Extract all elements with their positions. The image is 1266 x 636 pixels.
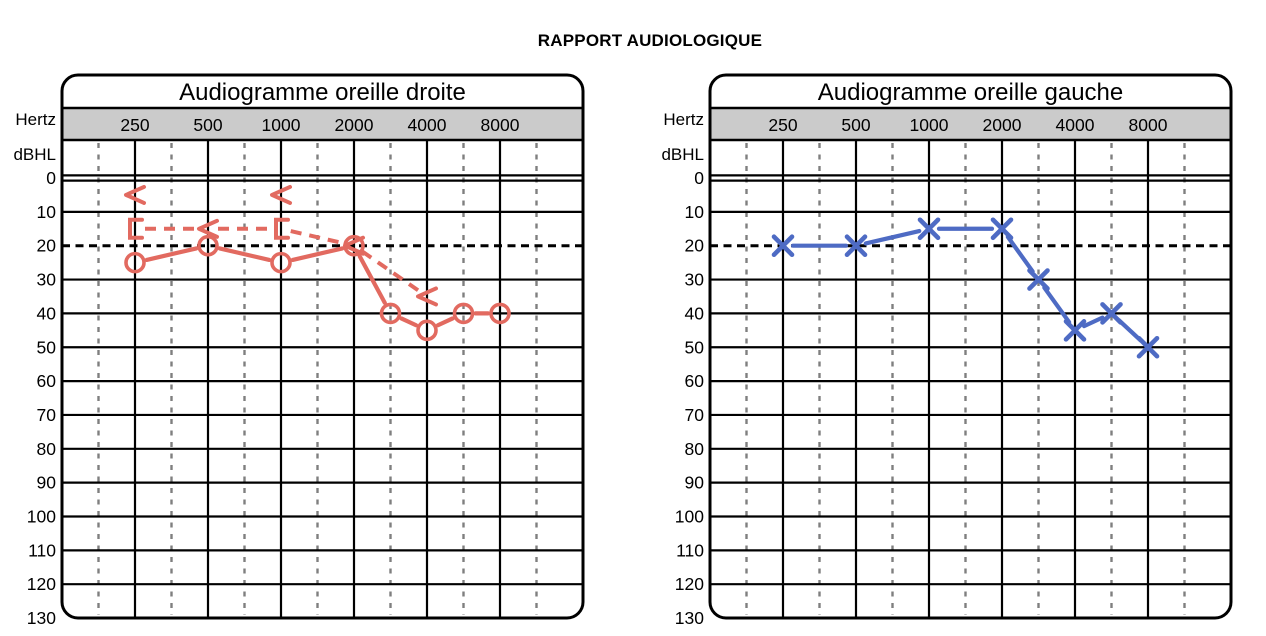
chevron-left-marker xyxy=(197,218,219,239)
db-tick-label: 110 xyxy=(28,540,56,560)
db-tick-label: 50 xyxy=(685,337,705,357)
circle-marker xyxy=(197,234,219,257)
db-tick-label: 80 xyxy=(685,439,705,459)
db-tick-label: 0 xyxy=(46,168,56,188)
db-tick-label: 80 xyxy=(37,439,57,459)
db-tick-label: 30 xyxy=(685,270,705,290)
series-bracket-chevron-markers-dashed-line xyxy=(128,217,438,307)
series-x-markers-solid-line xyxy=(771,217,1160,359)
solid-series-segment xyxy=(144,246,199,263)
db-tick-label: 10 xyxy=(37,202,57,222)
circle-marker xyxy=(124,251,146,274)
chart-border xyxy=(60,73,585,620)
dbhl-axis-label: dBHL xyxy=(661,145,704,164)
db-tick-label: 40 xyxy=(37,303,57,323)
bracket-left-marker xyxy=(274,217,290,240)
frequency-band xyxy=(62,108,583,140)
chevron-left-marker xyxy=(343,235,365,256)
db-tick-label: 60 xyxy=(37,371,57,391)
x-marker xyxy=(1136,335,1160,359)
x-marker xyxy=(990,217,1014,241)
db-tick-label: 70 xyxy=(37,405,57,425)
freq-tick-label: 500 xyxy=(193,115,222,135)
freq-tick-label: 4000 xyxy=(1056,115,1095,135)
db-tick-label: 120 xyxy=(675,574,704,594)
x-marker xyxy=(1063,319,1087,342)
circle-marker xyxy=(270,251,292,274)
series-o-markers-solid-line xyxy=(124,234,511,342)
dbhl-axis-label: dBHL xyxy=(13,145,56,164)
chevron-left-marker xyxy=(270,184,292,205)
db-tick-label: 120 xyxy=(27,574,56,594)
db-tick-label: 40 xyxy=(685,303,705,323)
solid-series-segment xyxy=(1081,315,1105,329)
circle-marker xyxy=(452,302,475,325)
x-marker xyxy=(844,234,868,257)
x-marker xyxy=(1027,268,1050,291)
chart-border xyxy=(708,73,1233,620)
chevron-left-marker xyxy=(416,286,438,307)
circle-marker xyxy=(379,302,402,325)
frequency-band xyxy=(710,108,1231,140)
solid-series-segment xyxy=(1042,285,1072,325)
freq-tick-label: 500 xyxy=(841,115,870,135)
db-tick-label: 90 xyxy=(37,473,57,493)
freq-tick-label: 8000 xyxy=(1129,115,1168,135)
db-tick-label: 20 xyxy=(37,236,57,256)
x-marker xyxy=(1100,302,1123,325)
x-marker xyxy=(917,217,941,241)
solid-series-segment xyxy=(1005,234,1035,274)
freq-tick-label: 250 xyxy=(120,115,149,135)
db-tick-label: 100 xyxy=(27,507,56,527)
bracket-left-marker xyxy=(128,217,144,240)
solid-series-segment xyxy=(863,228,922,246)
dashed-series-segment xyxy=(290,229,345,246)
x-marker xyxy=(771,234,795,257)
series-chevron-markers-no-line xyxy=(124,184,292,205)
dashed-series-segment xyxy=(361,249,420,293)
circle-marker xyxy=(416,319,438,342)
freq-tick-label: 1000 xyxy=(910,115,949,135)
db-tick-label: 90 xyxy=(685,473,705,493)
freq-tick-label: 4000 xyxy=(408,115,447,135)
freq-tick-label: 250 xyxy=(768,115,797,135)
freq-tick-label: 1000 xyxy=(262,115,301,135)
freq-tick-label: 2000 xyxy=(335,115,374,135)
db-tick-label: 130 xyxy=(27,608,56,628)
db-tick-label: 110 xyxy=(676,540,704,560)
chart-title: Audiogramme oreille gauche xyxy=(818,79,1124,106)
db-tick-label: 130 xyxy=(675,608,704,628)
solid-series-segment xyxy=(290,246,345,263)
hertz-axis-label: Hertz xyxy=(15,110,56,129)
circle-marker xyxy=(489,302,511,325)
hertz-axis-label: Hertz xyxy=(663,110,704,129)
db-tick-label: 10 xyxy=(685,202,705,222)
freq-tick-label: 2000 xyxy=(983,115,1022,135)
db-tick-label: 50 xyxy=(37,337,57,357)
db-tick-label: 100 xyxy=(675,507,704,527)
solid-series-segment xyxy=(217,246,272,263)
solid-series-segment xyxy=(399,316,419,328)
freq-tick-label: 8000 xyxy=(481,115,520,135)
report-title: RAPPORT AUDIOLOGIQUE xyxy=(537,31,763,50)
chart-title: Audiogramme oreille droite xyxy=(179,79,466,106)
db-tick-label: 60 xyxy=(685,371,705,391)
db-tick-label: 30 xyxy=(37,270,57,290)
solid-series-segment xyxy=(357,254,387,305)
db-tick-label: 0 xyxy=(694,168,704,188)
solid-series-segment xyxy=(435,316,455,328)
chevron-left-marker xyxy=(124,184,146,205)
db-tick-label: 20 xyxy=(685,236,705,256)
db-tick-label: 70 xyxy=(685,405,705,425)
